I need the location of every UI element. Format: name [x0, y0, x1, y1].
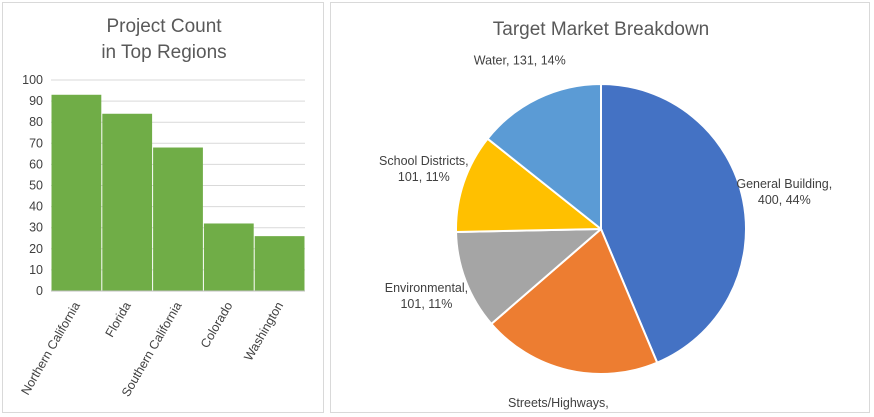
bar	[102, 113, 153, 291]
pie-data-label-line: 101, 11%	[398, 170, 450, 184]
bar-category-label: Colorado	[198, 299, 236, 350]
bar-y-tick-label: 100	[22, 73, 43, 87]
bar-category-label: Florida	[103, 299, 134, 339]
bar	[203, 223, 254, 291]
pie-slice	[455, 228, 602, 325]
pie-data-label-line: 101, 11%	[400, 297, 452, 311]
pie-data-label-line: 400, 44%	[758, 193, 811, 207]
bar-y-tick-label: 90	[29, 94, 43, 108]
pie-slice	[490, 228, 659, 375]
pie-series	[455, 83, 747, 375]
bar-y-tick-label: 70	[29, 136, 43, 150]
pie-data-label-line: School Districts,	[379, 154, 469, 168]
bar-y-tick-label: 10	[29, 263, 43, 277]
bar-y-tick-label: 0	[36, 284, 43, 298]
pie-chart-panel: Target Market Breakdown General Building…	[330, 2, 870, 414]
bar-y-tick-label: 80	[29, 115, 43, 129]
bar-chart-title-line-2: in Top Regions	[101, 42, 226, 63]
pie-chart: Target Market Breakdown General Building…	[379, 19, 832, 414]
bar	[51, 94, 102, 292]
bar	[254, 236, 305, 291]
pie-chart-title: Target Market Breakdown	[493, 19, 710, 40]
pie-data-label-line: Water, 131, 14%	[474, 54, 566, 68]
bar-category-label: Washington	[241, 299, 286, 363]
pie-data-label: Water, 131, 14%	[474, 54, 566, 68]
pie-data-label-line: General Building,	[736, 177, 832, 191]
bar-chart-title-line-1: Project Count	[106, 16, 222, 37]
pie-data-label: School Districts, 101, 11%	[379, 154, 469, 184]
bar-y-tick-label: 30	[29, 221, 43, 235]
bar-y-tick-label: 60	[29, 157, 43, 171]
bar-series	[51, 94, 305, 292]
bar	[153, 147, 203, 291]
bar-category-label: Northern California	[18, 299, 83, 397]
bar-chart-panel: Project Count in Top Regions 0 10 20 30 40 50…	[2, 2, 324, 413]
pie-data-label: Environmental, 101, 11%	[385, 281, 468, 311]
pie-data-label-line: Streets/Highways,	[508, 396, 609, 410]
bar-y-tick-label: 20	[29, 242, 43, 256]
pie-data-labels: General Building, 400, 44% Streets/Highway…	[379, 54, 832, 414]
pie-data-label-line: Environmental,	[385, 281, 468, 295]
bar-y-axis: 0 10 20 30 40 50 60 70 80 90 100	[22, 73, 43, 298]
pie-data-label: General Building, 400, 44%	[736, 177, 832, 207]
pie-slice	[600, 83, 747, 364]
bar-y-tick-label: 50	[29, 179, 43, 193]
pie-slice	[486, 83, 602, 230]
bar-chart: Project Count in Top Regions 0 10 20 30 40 50…	[18, 16, 305, 399]
pie-data-label: Streets/Highways, 183, 20%	[508, 396, 609, 414]
bar-y-tick-label: 40	[29, 200, 43, 214]
pie-slice	[455, 137, 602, 233]
pie-data-label-line: 183, 20%	[532, 412, 585, 414]
